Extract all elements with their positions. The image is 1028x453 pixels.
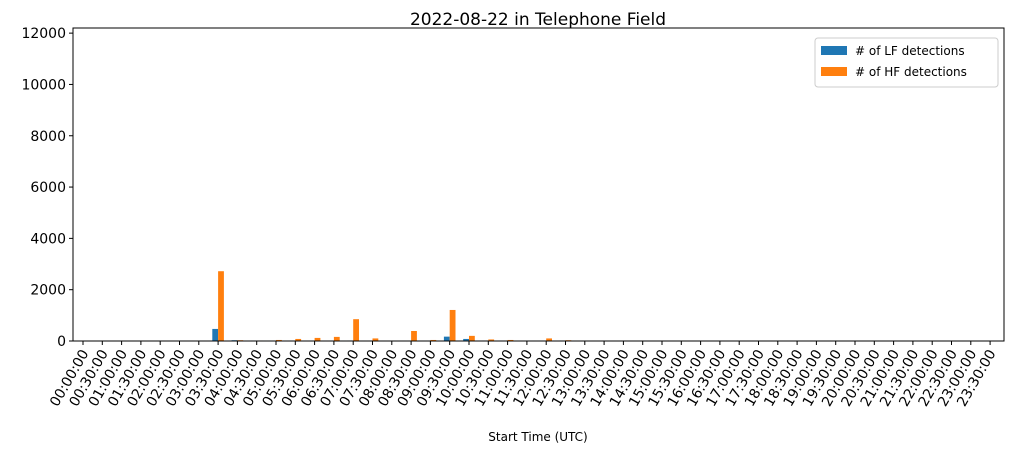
legend: # of LF detections # of HF detections bbox=[814, 37, 999, 88]
y-tick-label-5: 10000 bbox=[21, 77, 66, 93]
chart-title: 2022-08-22 in Telephone Field bbox=[410, 10, 666, 30]
plot-frame bbox=[72, 27, 1005, 342]
y-tick-label-2: 4000 bbox=[30, 231, 66, 247]
bar-hf-13 bbox=[333, 336, 340, 341]
legend-label-0: # of LF detections bbox=[855, 44, 965, 58]
bars-group bbox=[212, 271, 572, 341]
bar-lf-7 bbox=[212, 328, 219, 341]
bar-hf-11 bbox=[295, 338, 302, 341]
legend-swatch-0 bbox=[821, 46, 847, 55]
legend-box bbox=[814, 37, 999, 88]
y-tick-label-3: 6000 bbox=[30, 180, 66, 196]
bar-hf-17 bbox=[411, 330, 417, 341]
y-tick-label-4: 8000 bbox=[30, 129, 66, 145]
bar-hf-18 bbox=[430, 339, 437, 341]
bar-hf-7 bbox=[218, 271, 224, 341]
x-axis-label: Start Time (UTC) bbox=[488, 430, 587, 444]
bar-hf-14 bbox=[353, 319, 359, 341]
bar-hf-21 bbox=[488, 339, 495, 341]
bar-hf-10 bbox=[276, 339, 282, 341]
bar-hf-22 bbox=[507, 339, 514, 341]
bar-lf-20 bbox=[463, 338, 469, 341]
y-tick-label-6: 12000 bbox=[21, 26, 66, 42]
y-tick-label-0: 0 bbox=[57, 334, 66, 350]
bar-hf-12 bbox=[314, 337, 321, 341]
bar-lf-19 bbox=[443, 336, 450, 341]
y-axis-ticks: 0 2000 4000 6000 8000 10000 12000 bbox=[21, 26, 73, 350]
legend-label-1: # of HF detections bbox=[855, 65, 967, 79]
x-axis-ticks: 00:00:0000:30:0001:00:0001:30:0002:00:00… bbox=[47, 341, 1000, 409]
bar-hf-15 bbox=[372, 338, 379, 341]
bar-hf-20 bbox=[469, 335, 475, 341]
bar-hf-24 bbox=[546, 338, 552, 341]
y-tick-label-1: 2000 bbox=[30, 283, 66, 299]
legend-swatch-1 bbox=[821, 67, 847, 76]
bar-hf-19 bbox=[449, 309, 456, 341]
